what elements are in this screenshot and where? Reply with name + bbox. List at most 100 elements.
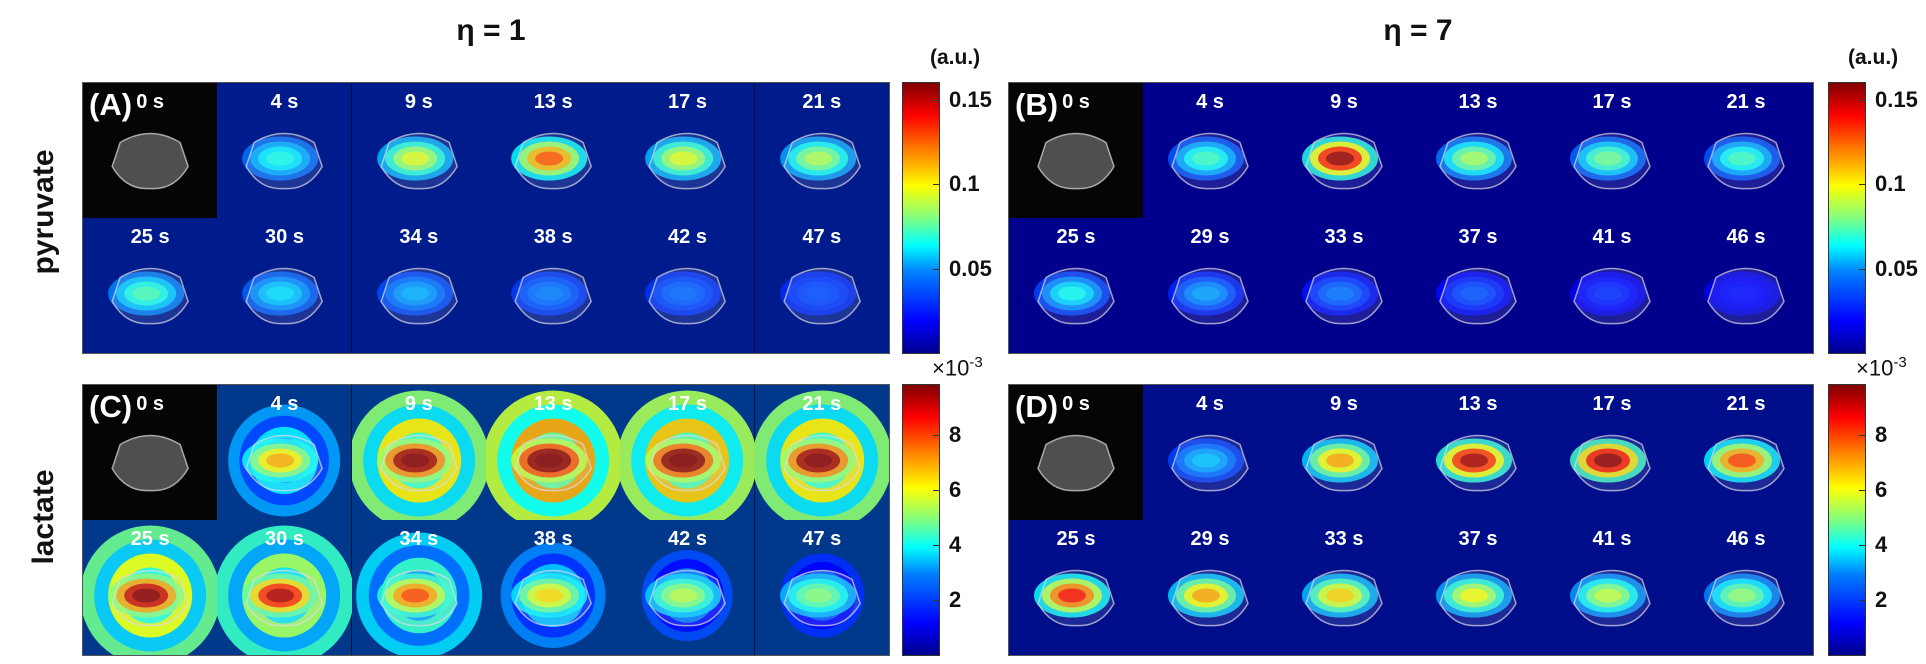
frame-image (1009, 385, 1143, 520)
anatomy-outline (380, 132, 458, 190)
frame-tile: 13 s (486, 83, 621, 218)
colorbar-tick-label: 0.1 (949, 171, 980, 197)
colorbar-tick-mark (1859, 268, 1865, 270)
frame-tile: 13 s (1411, 385, 1545, 520)
frame-time-label: 17 s (1592, 393, 1632, 415)
anatomy-outline (514, 132, 592, 190)
panel-letter: (B) (1015, 87, 1059, 122)
frame-tile: 9 s (351, 385, 486, 520)
signal-blob (669, 588, 698, 603)
frame-time-label: 25 s (1056, 528, 1096, 550)
anatomy-outline (380, 569, 458, 627)
anatomy-outline (1037, 434, 1115, 492)
frame-time-label: 0 s (136, 91, 165, 113)
signal-blob (1594, 453, 1622, 468)
frame-time-label: 13 s (533, 393, 573, 415)
anatomy-outline (380, 434, 458, 492)
frame-tile: 17 s (1545, 83, 1679, 218)
frame-image (83, 83, 218, 218)
colorbar-panel-a: 0.15 0.1 0.05 (902, 82, 992, 354)
anatomy-outline (783, 267, 861, 325)
anatomy-outline (1171, 267, 1249, 325)
anatomy-outline (1707, 434, 1785, 492)
signal-blob (669, 286, 698, 301)
frame-time-label: 37 s (1458, 226, 1498, 248)
frame-image (1411, 520, 1545, 655)
colorbar-exponent-c: ×10-3 (932, 354, 983, 381)
colorbar-tick-mark (1859, 544, 1865, 546)
frame-tile: 30 s (217, 218, 352, 353)
frame-tile: 38 s (486, 218, 621, 353)
frame-time-label: 21 s (1726, 91, 1766, 113)
frame-image (1411, 83, 1545, 218)
colorbar-tick-mark (1859, 99, 1865, 101)
frame-image (1009, 218, 1143, 353)
frame-image (620, 83, 755, 218)
frame-tile: 41 s (1545, 520, 1679, 655)
anatomy-outline (514, 267, 592, 325)
signal-blob (1192, 151, 1220, 166)
frame-tile: 46 s (1679, 520, 1813, 655)
frame-time-label: 0 s (1062, 91, 1090, 113)
signal-blob (803, 286, 832, 301)
anatomy-outline (245, 434, 324, 492)
frame-tile: 4 s (217, 385, 352, 520)
frame-image (217, 385, 352, 520)
anatomy-outline (1707, 267, 1785, 325)
panel-letter: (C) (89, 389, 133, 424)
frame-image (83, 520, 218, 655)
signal-blob (1192, 286, 1220, 301)
frame-tile: 4 s (1143, 385, 1277, 520)
signal-blob (535, 453, 564, 468)
frame-time-label: 25 s (1056, 226, 1096, 248)
frame-time-label: 41 s (1592, 528, 1632, 550)
colorbar-tick-label: 0.15 (1875, 86, 1918, 112)
frame-time-label: 30 s (265, 528, 304, 550)
frame-tile: 38 s (486, 520, 621, 655)
frame-time-label: 9 s (404, 91, 433, 113)
colorbar-tick-mark (933, 544, 939, 546)
frame-tile: 0 s (1009, 83, 1143, 218)
frame-tile: 47 s (754, 218, 889, 353)
frame-image (1411, 385, 1545, 520)
frame-time-label: 17 s (668, 91, 707, 113)
signal-blob (669, 453, 698, 468)
signal-blob (1728, 286, 1756, 301)
signal-blob (535, 286, 564, 301)
frame-tile: 9 s (1277, 83, 1411, 218)
frame-image (754, 83, 889, 218)
colorbar-unit-b: (a.u.) (1848, 46, 1899, 69)
frame-tile: 41 s (1545, 218, 1679, 353)
frame-image (1277, 83, 1411, 218)
frame-time-label: 38 s (533, 226, 573, 248)
frame-image (83, 385, 218, 520)
frame-tile: 0 s (83, 83, 218, 218)
signal-blob (1058, 286, 1086, 301)
frame-time-label: 47 s (802, 226, 842, 248)
signal-blob (1058, 588, 1086, 603)
anatomy-outline (648, 132, 727, 190)
frame-tile: 25 s (1009, 218, 1143, 353)
frame-tile: 9 s (1277, 385, 1411, 520)
colorbar-tick-mark (933, 184, 939, 186)
frame-image (486, 83, 621, 218)
frame-image (1679, 520, 1813, 655)
frame-background (1009, 83, 1143, 218)
frame-time-label: 13 s (1458, 393, 1498, 415)
frame-time-label: 4 s (270, 393, 299, 415)
frame-image (351, 385, 486, 520)
frame-image (1545, 83, 1679, 218)
signal-blob (1460, 151, 1488, 166)
anatomy-outline (245, 267, 324, 325)
frame-time-label: 4 s (1196, 91, 1224, 113)
frame-tile: 47 s (754, 520, 889, 655)
frame-image (1679, 83, 1813, 218)
frame-tile: 17 s (620, 83, 755, 218)
colorbar-tick-label: 8 (949, 421, 962, 447)
anatomy-outline (1037, 569, 1115, 627)
frame-image (1411, 218, 1545, 353)
frame-tile: 25 s (1009, 520, 1143, 655)
anatomy-outline (783, 434, 861, 492)
frame-time-label: 29 s (1190, 528, 1230, 550)
colorbar-exponent-d: ×10-3 (1856, 354, 1907, 381)
